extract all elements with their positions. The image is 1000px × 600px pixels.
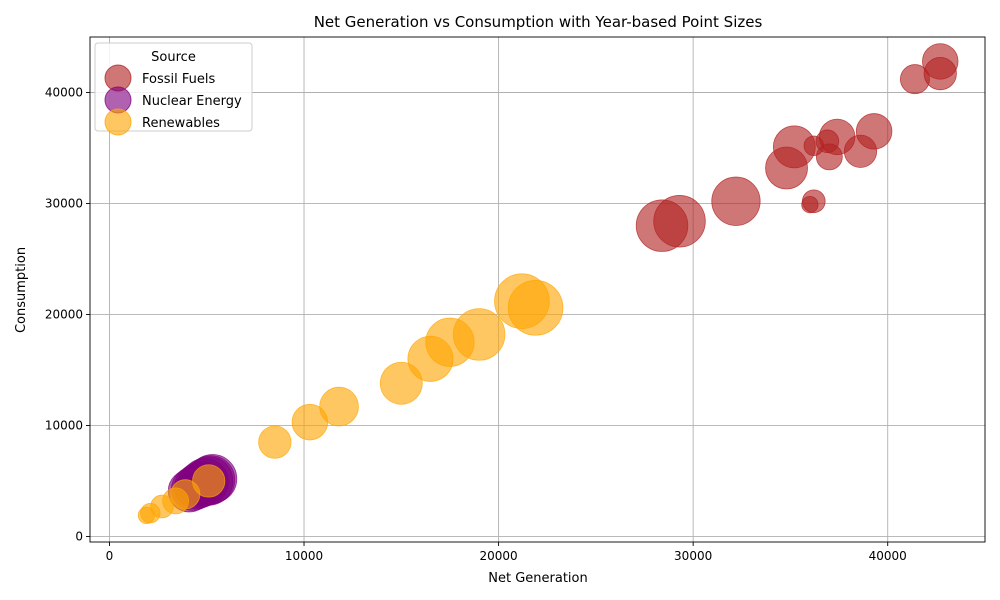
y-tick-label: 30000 xyxy=(45,196,83,210)
legend: Source Fossil Fuels Nuclear Energy Renewabl… xyxy=(94,42,253,136)
x-tick-label: 10000 xyxy=(285,549,323,563)
data-point xyxy=(922,43,959,80)
data-point xyxy=(507,280,564,336)
data-point xyxy=(855,113,893,150)
y-tick-label: 0 xyxy=(75,529,83,543)
data-point xyxy=(319,386,359,427)
x-tick-label: 40000 xyxy=(869,549,907,563)
y-axis-label: Consumption xyxy=(14,247,29,333)
x-tick-label: 30000 xyxy=(674,549,712,563)
x-tick-label: 0 xyxy=(106,549,114,563)
data-point xyxy=(379,361,423,405)
data-point xyxy=(772,125,816,169)
data-point xyxy=(635,199,689,252)
data-point xyxy=(801,189,826,214)
plot-frame xyxy=(89,36,986,543)
legend-entry: Renewables xyxy=(142,116,220,131)
axis-ticks: 0 10000 20000 30000 40000 0 10000 20000 30000 400… xyxy=(45,85,907,563)
x-axis-label: Net Generation xyxy=(488,571,587,586)
data-point xyxy=(192,464,226,498)
grid-lines xyxy=(90,37,985,542)
x-tick-label: 20000 xyxy=(479,549,517,563)
data-point xyxy=(258,425,292,459)
legend-box xyxy=(94,42,253,132)
chart-title: Net Generation vs Consumption with Year-… xyxy=(314,13,763,31)
legend-entry: Nuclear Energy xyxy=(142,94,242,109)
data-points xyxy=(137,43,959,524)
y-tick-label: 10000 xyxy=(45,418,83,432)
legend-marker xyxy=(104,108,132,136)
data-point xyxy=(452,308,506,361)
legend-entry: Fossil Fuels xyxy=(142,72,215,87)
y-tick-label: 20000 xyxy=(45,307,83,321)
y-tick-label: 40000 xyxy=(45,85,83,99)
legend-title: Source xyxy=(151,50,196,65)
data-point xyxy=(711,176,761,226)
